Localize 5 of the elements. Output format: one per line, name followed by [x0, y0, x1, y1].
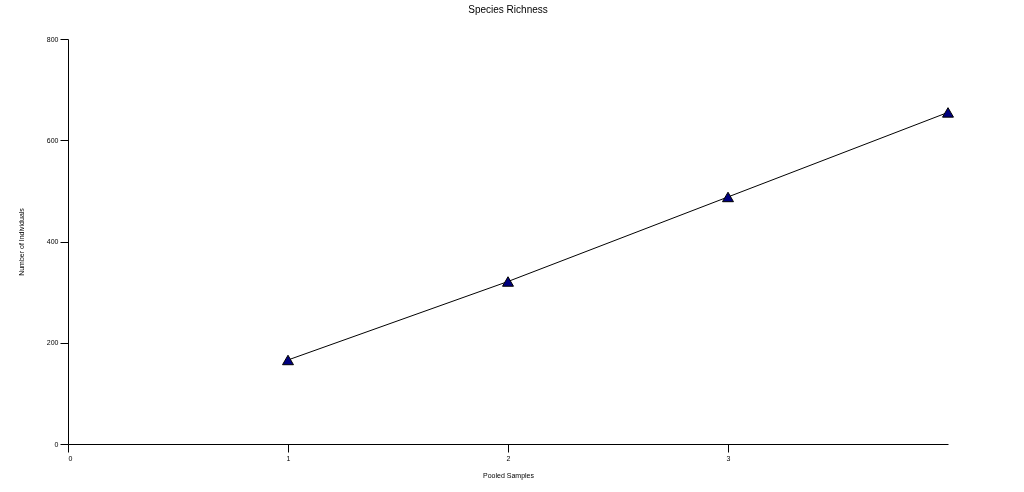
point — [722, 191, 734, 203]
point — [282, 354, 294, 366]
point — [942, 107, 954, 118]
point — [502, 276, 514, 287]
chart-title: Species Richness — [468, 4, 548, 15]
